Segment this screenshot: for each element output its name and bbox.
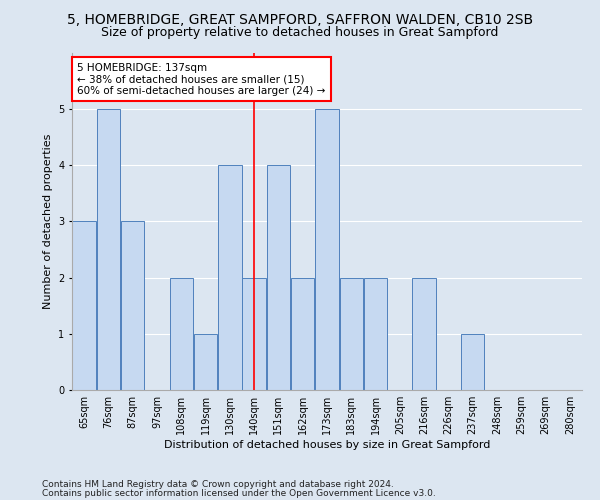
Bar bbox=[364, 278, 388, 390]
Y-axis label: Number of detached properties: Number of detached properties bbox=[43, 134, 53, 309]
Text: Contains public sector information licensed under the Open Government Licence v3: Contains public sector information licen… bbox=[42, 488, 436, 498]
Bar bbox=[242, 278, 266, 390]
Bar bbox=[121, 221, 145, 390]
Bar bbox=[291, 278, 314, 390]
Bar bbox=[340, 278, 363, 390]
Bar bbox=[412, 278, 436, 390]
Bar bbox=[315, 109, 339, 390]
Text: Contains HM Land Registry data © Crown copyright and database right 2024.: Contains HM Land Registry data © Crown c… bbox=[42, 480, 394, 489]
Bar bbox=[266, 165, 290, 390]
Bar bbox=[194, 334, 217, 390]
Text: 5 HOMEBRIDGE: 137sqm
← 38% of detached houses are smaller (15)
60% of semi-detac: 5 HOMEBRIDGE: 137sqm ← 38% of detached h… bbox=[77, 62, 325, 96]
Bar bbox=[170, 278, 193, 390]
Text: 5, HOMEBRIDGE, GREAT SAMPFORD, SAFFRON WALDEN, CB10 2SB: 5, HOMEBRIDGE, GREAT SAMPFORD, SAFFRON W… bbox=[67, 12, 533, 26]
Bar bbox=[73, 221, 96, 390]
X-axis label: Distribution of detached houses by size in Great Sampford: Distribution of detached houses by size … bbox=[164, 440, 490, 450]
Text: Size of property relative to detached houses in Great Sampford: Size of property relative to detached ho… bbox=[101, 26, 499, 39]
Bar bbox=[218, 165, 242, 390]
Bar bbox=[461, 334, 484, 390]
Bar bbox=[97, 109, 120, 390]
